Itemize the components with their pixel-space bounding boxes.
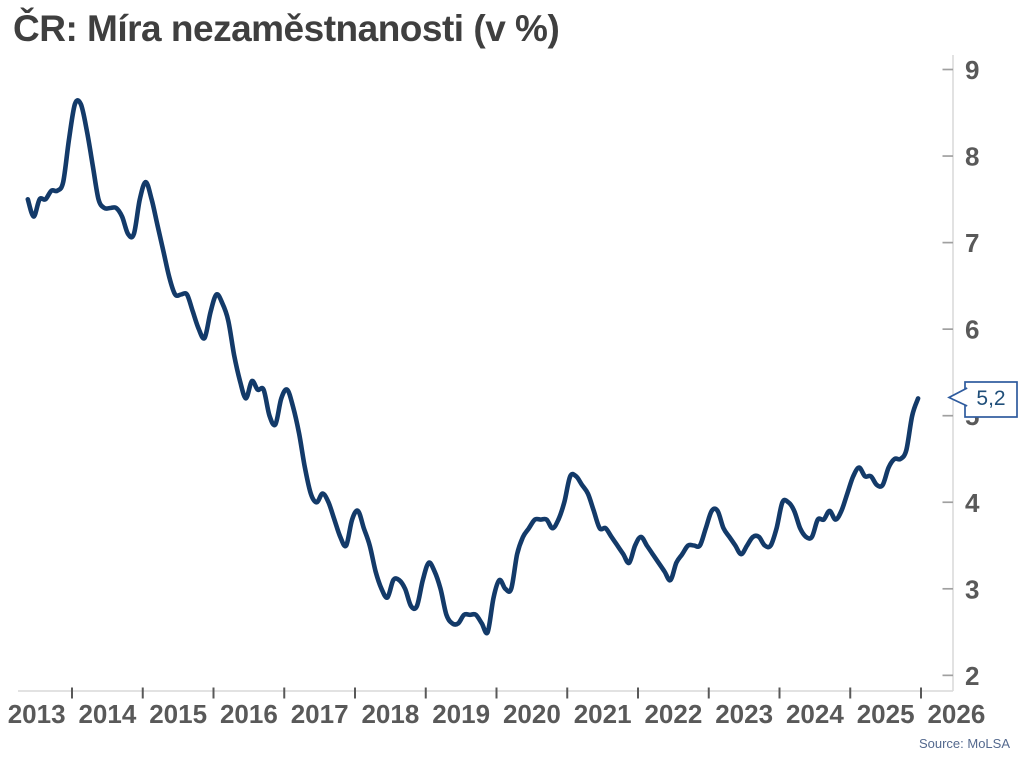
source-note: Source: MoLSA <box>918 736 1010 751</box>
y-axis-label: 2 <box>965 661 979 691</box>
x-axis-label: 2013 <box>8 699 66 729</box>
last-value-callout: 5,2 <box>947 381 1018 418</box>
data-line <box>25 98 921 636</box>
x-axis-label: 2020 <box>503 699 561 729</box>
x-axis-label: 2022 <box>644 699 702 729</box>
y-axis-label: 4 <box>965 488 980 518</box>
x-axis-label: 2016 <box>220 699 278 729</box>
x-axis-label: 2025 <box>857 699 915 729</box>
x-axis-label: 2021 <box>574 699 632 729</box>
callout-value: 5,2 <box>976 387 1005 410</box>
x-axis-label: 2023 <box>715 699 773 729</box>
x-axis-label: 2024 <box>786 699 844 729</box>
callout-box <box>964 381 1018 418</box>
x-axis-label: 2015 <box>149 699 207 729</box>
x-axis-label: 2019 <box>432 699 490 729</box>
chart-generated: 9876543220132014201520162017201820192020… <box>8 55 985 729</box>
x-axis-label: 2018 <box>361 699 419 729</box>
y-axis-label: 7 <box>965 228 979 258</box>
x-axis-label: 2026 <box>927 699 985 729</box>
x-axis-label: 2017 <box>291 699 349 729</box>
callout-pointer <box>947 387 968 407</box>
y-axis-label: 3 <box>965 574 979 604</box>
x-axis-label: 2014 <box>78 699 136 729</box>
y-axis-label: 6 <box>965 315 979 345</box>
chart-title: ČR: Míra nezaměstnanosti (v %) <box>13 8 560 49</box>
y-axis-label: 9 <box>965 55 979 85</box>
y-axis-label: 8 <box>965 142 979 172</box>
